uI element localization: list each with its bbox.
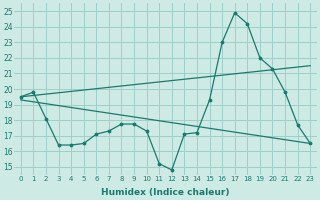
X-axis label: Humidex (Indice chaleur): Humidex (Indice chaleur) (101, 188, 230, 197)
